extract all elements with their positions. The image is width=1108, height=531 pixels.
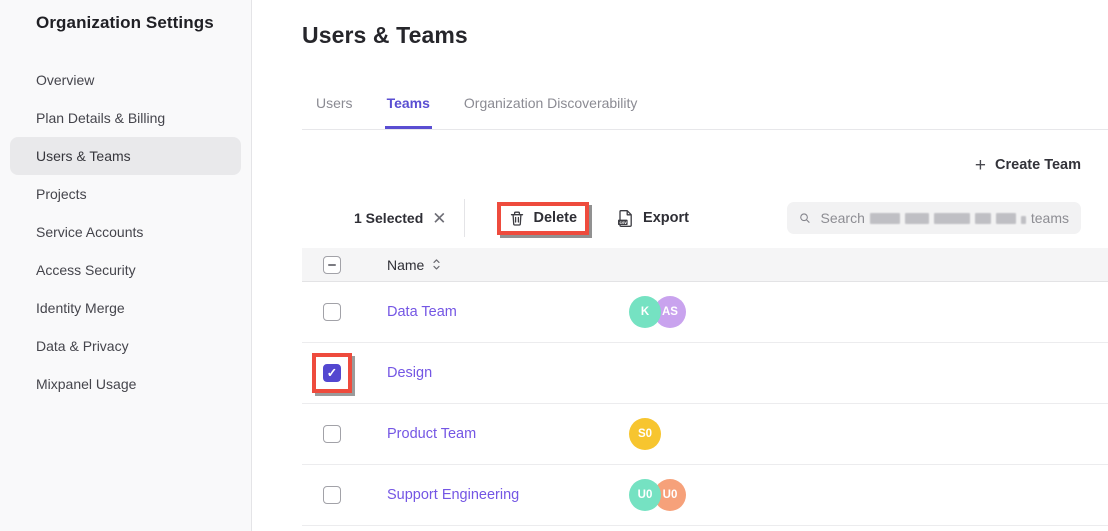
selection-status: 1 Selected ✕ [354,210,447,227]
table-row: Design [302,343,1108,404]
member-avatars: U0 U0 [629,479,686,511]
redacted-text [1020,216,1026,224]
annotation-box-checkbox [312,353,352,393]
avatar: K [629,296,661,328]
column-header-label: Name [387,256,425,273]
plus-icon: + [974,154,987,176]
checkbox-wrap [323,486,341,504]
team-name-link[interactable]: Product Team [387,426,477,442]
toolbar: 1 Selected ✕ Delete [302,196,1108,240]
table-row: Product Team S0 [302,404,1108,465]
sidebar-item-users-teams[interactable]: Users & Teams [10,137,241,175]
sidebar-item-plan-details-billing[interactable]: Plan Details & Billing [36,110,166,126]
tab-users[interactable]: Users [316,95,353,111]
trash-icon [510,211,523,226]
export-button[interactable]: csv Export [617,209,689,228]
sort-icon [433,259,440,270]
select-all-checkbox[interactable] [323,255,341,274]
tab-organization-discoverability[interactable]: Organization Discoverability [463,95,638,111]
redacted-text [904,212,929,224]
sidebar-title: Organization Settings [36,13,214,32]
row-checkbox[interactable] [323,425,341,443]
vertical-divider [463,199,465,237]
search-placeholder: Search teams [820,210,1069,226]
team-name-link[interactable]: Support Engineering [387,487,520,503]
delete-button[interactable]: Delete [509,210,578,227]
sidebar-item-service-accounts[interactable]: Service Accounts [36,224,144,240]
svg-text:csv: csv [620,219,628,224]
avatar: U0 [654,479,686,511]
main-content: Users & Teams Users Teams Organization Dis… [252,0,1108,531]
team-name-link[interactable]: Data Team [387,304,457,320]
create-team-button[interactable]: + Create Team [975,156,1081,175]
clear-selection-icon[interactable]: ✕ [432,208,447,228]
sidebar-item-access-security[interactable]: Access Security [36,262,136,278]
member-avatars: S0 [629,418,661,450]
csv-file-icon: csv [618,209,632,227]
redacted-text [933,212,970,224]
create-team-label: Create Team [995,157,1081,173]
row-checkbox[interactable] [323,303,341,321]
page-title: Users & Teams [302,22,468,48]
tab-teams[interactable]: Teams [384,79,432,129]
row-checkbox[interactable] [323,486,341,504]
avatar: S0 [629,418,661,450]
column-header-name[interactable]: Name [387,257,441,273]
avatar: U0 [629,479,661,511]
row-checkbox[interactable] [323,364,341,382]
checkbox-wrap [323,303,341,321]
sidebar: Organization Settings Overview Plan Detai… [0,0,252,531]
table-body: Data Team KAS Design Product Team S0 Support … [302,282,1108,526]
teams-table: Name Data Team KAS Design Product Team S0 Sup… [302,248,1108,526]
member-avatars: K AS [629,296,686,328]
sidebar-item-data-privacy[interactable]: Data & Privacy [36,338,129,354]
redacted-text [995,212,1016,224]
checkbox-wrap [323,425,341,443]
search-input[interactable]: Search teams [787,202,1081,234]
table-header: Name [302,248,1108,282]
table-row: Support Engineering U0 U0 [302,465,1108,526]
annotation-box-delete: Delete [496,201,590,235]
export-label: Export [643,210,689,226]
sidebar-item-mixpanel-usage[interactable]: Mixpanel Usage [36,376,137,392]
sidebar-item-identity-merge[interactable]: Identity Merge [36,300,125,316]
select-all-wrap [323,255,341,274]
redacted-text [974,212,991,224]
redacted-text [869,212,900,224]
team-name-link[interactable]: Design [387,365,433,381]
table-row: Data Team K AS [302,282,1108,343]
sidebar-item-overview[interactable]: Overview [36,72,95,88]
sidebar-item-projects[interactable]: Projects [36,186,87,202]
selected-count: 1 Selected [354,210,424,226]
search-icon [800,213,810,223]
sidebar-nav: Overview Plan Details & Billing Users & Te… [0,61,251,403]
delete-label: Delete [533,210,578,226]
actions-row: + Create Team [302,148,1108,182]
tab-bar: Users Teams Organization Discoverability [302,79,1108,130]
